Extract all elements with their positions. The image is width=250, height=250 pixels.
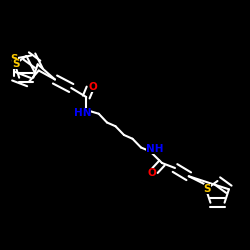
Text: O: O [88,82,98,92]
Text: HN: HN [74,108,91,118]
Text: S: S [10,54,18,64]
Text: S: S [12,59,20,69]
Text: NH: NH [146,144,163,154]
Polygon shape [0,39,65,102]
Text: O: O [148,168,156,177]
Text: S: S [204,184,211,194]
